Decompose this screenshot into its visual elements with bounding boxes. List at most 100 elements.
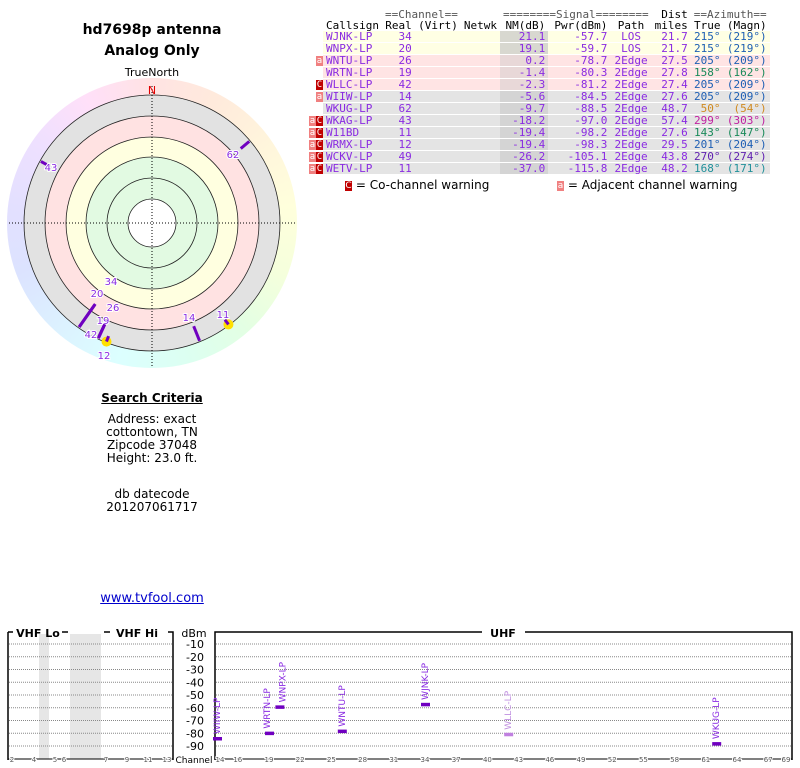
station-row[interactable]: WKUG-LP 62 -9.7 -88.5 2Edge 48.7 50° (54°) xyxy=(303,102,770,115)
station-row[interactable]: C WLLC-LP 42 -2.3 -81.2 2Edge 27.4 205° (209°) xyxy=(303,78,770,91)
adjacent-warning-badge: a xyxy=(309,152,316,162)
signal-bar xyxy=(712,742,722,746)
polar-marker[interactable]: 19 xyxy=(96,315,201,342)
signal-bar xyxy=(213,736,222,741)
cell-netwk xyxy=(460,162,500,175)
station-marker[interactable]: WJNK-LP xyxy=(421,662,431,707)
station-row[interactable]: a WNTU-LP 26 0.2 -78.7 2Edge 27.5 205° (209°) xyxy=(303,54,770,67)
cell-nm: 19.1 xyxy=(499,42,549,55)
adjacent-channel-symbol: a xyxy=(557,180,564,191)
co-channel-warning-badge: C xyxy=(316,164,323,174)
polar-ring xyxy=(127,198,177,248)
co-channel-warning-badge: C xyxy=(316,152,323,162)
cell-netwk xyxy=(460,150,500,163)
station-row[interactable]: WNPX-LP 20 19.1 -59.7 LOS 21.7 215° (219°) xyxy=(303,42,770,55)
cell-real: 43 xyxy=(381,114,415,127)
column-header: (Virt) xyxy=(418,19,458,32)
db-datecode-label: db datecode xyxy=(114,487,190,501)
vhf-gap-band xyxy=(70,634,101,759)
station-label: WNTU-LP xyxy=(338,685,348,727)
co-channel-warning-badge: C xyxy=(316,140,323,150)
adjacent-warning-badge: a xyxy=(309,116,316,126)
signal-bar xyxy=(265,731,274,736)
station-row[interactable]: WJNK-LP 34 21.1 -57.7 LOS 21.7 215° (219°) xyxy=(303,31,770,43)
cell-path: 2Edge xyxy=(610,150,652,163)
uhf-channel-tick: 61 xyxy=(701,756,710,764)
cell-nm: -37.0 xyxy=(499,162,549,175)
station-marker[interactable]: WNPX-LP xyxy=(275,661,288,709)
polar-marker[interactable]: 43 xyxy=(40,160,58,175)
uhf-label: UHF xyxy=(490,627,516,640)
cell-dist: 57.4 xyxy=(651,114,691,127)
station-row[interactable]: WRTN-LP 19 -1.4 -80.3 2Edge 27.8 158° (162°) xyxy=(303,66,770,79)
vhf-lo-label: VHF Lo xyxy=(16,627,60,640)
polar-band xyxy=(128,199,176,247)
signal-bar xyxy=(421,702,430,707)
tvfool-link[interactable]: www.tvfool.com xyxy=(100,591,204,606)
cell-real: 42 xyxy=(381,78,415,91)
vhf-channel-tick: 11 xyxy=(144,756,153,764)
cell-nm: -19.4 xyxy=(499,138,549,151)
dbm-tick-label: -40 xyxy=(186,676,204,689)
dbm-tick-label: -50 xyxy=(186,689,204,702)
uhf-channel-tick: 22 xyxy=(296,756,305,764)
marker-label: 20 xyxy=(91,289,104,300)
polar-marker[interactable]: 20 xyxy=(77,288,104,328)
signal-group-header: ========Signal======== xyxy=(502,8,649,21)
marker-label: 11 xyxy=(217,310,230,321)
cell-true: 205° xyxy=(690,90,724,103)
polar-marker[interactable]: 14 xyxy=(96,312,196,339)
station-marker[interactable]: WNTU-LP xyxy=(337,685,348,734)
cell-netwk xyxy=(460,138,500,151)
cell-netwk xyxy=(460,66,500,79)
cell-dist: 21.7 xyxy=(651,42,691,55)
adjacent-channel-legend: a = Adjacent channel warning xyxy=(557,178,737,192)
adjacent-warning-badge: a xyxy=(309,140,316,150)
dbm-tick-label: -60 xyxy=(186,702,204,715)
uhf-channel-tick: 52 xyxy=(608,756,617,764)
cell-callsign: WKUG-LP xyxy=(323,102,382,115)
cell-virt xyxy=(414,42,461,55)
station-row[interactable]: a C WRMX-LP 12 -19.4 -98.3 2Edge 29.5 201° (204°) xyxy=(303,138,770,151)
polar-marker[interactable]: 11 xyxy=(216,309,234,330)
column-header: True xyxy=(694,19,721,32)
uhf-channel-tick: 69 xyxy=(782,756,791,764)
cell-pwr: -57.7 xyxy=(548,31,611,43)
station-row[interactable]: a C WKAG-LP 43 -18.2 -97.0 2Edge 57.4 299° (303°) xyxy=(303,114,770,127)
station-row[interactable]: a WIIW-LP 14 -5.6 -84.5 2Edge 27.6 205° (209°) xyxy=(303,90,770,103)
station-label: WLLC-LP xyxy=(504,690,514,729)
true-north-label: TrueNorth xyxy=(124,66,180,79)
polar-marker[interactable]: 12 xyxy=(97,335,112,363)
warning-cell xyxy=(303,42,323,55)
station-marker[interactable]: WKUG-LP xyxy=(712,697,722,746)
cell-dist: 48.2 xyxy=(651,162,691,175)
station-row[interactable]: a C WETV-LP 11 -37.0 -115.8 2Edge 48.2 168° (171°… xyxy=(303,162,770,175)
station-row[interactable]: a C W11BD 11 -19.4 -98.2 2Edge 27.6 143° (147°) xyxy=(303,126,770,139)
cell-path: 2Edge xyxy=(610,102,652,115)
cell-magn: (209°) xyxy=(723,54,770,67)
cell-magn: (274°) xyxy=(723,150,770,163)
station-marker[interactable]: WLLC-LP xyxy=(504,690,514,737)
cell-magn: (219°) xyxy=(723,42,770,55)
cell-magn: (162°) xyxy=(723,66,770,79)
station-marker[interactable]: WIIW-LP xyxy=(213,697,223,741)
station-row[interactable]: a C WCKV-LP 49 -26.2 -105.1 2Edge 43.8 270° (274°… xyxy=(303,150,770,163)
cell-pwr: -98.3 xyxy=(548,138,611,151)
dist-header: Dist xyxy=(661,8,688,21)
polar-marker[interactable]: 62 xyxy=(226,140,251,162)
vhf-frame xyxy=(7,631,174,760)
vhf-channel-tick: 4 xyxy=(32,756,37,764)
cell-dist: 43.8 xyxy=(651,150,691,163)
cell-real: 34 xyxy=(381,31,415,43)
dbm-axis-label: dBm xyxy=(181,627,206,640)
station-marker[interactable]: WRTN-LP xyxy=(263,688,274,736)
cell-real: 11 xyxy=(381,162,415,175)
cell-pwr: -88.5 xyxy=(548,102,611,115)
cell-callsign: WNPX-LP xyxy=(323,42,382,55)
uhf-channel-tick: 34 xyxy=(421,756,430,764)
cell-nm: -5.6 xyxy=(499,90,549,103)
station-label: WNPX-LP xyxy=(278,661,288,702)
